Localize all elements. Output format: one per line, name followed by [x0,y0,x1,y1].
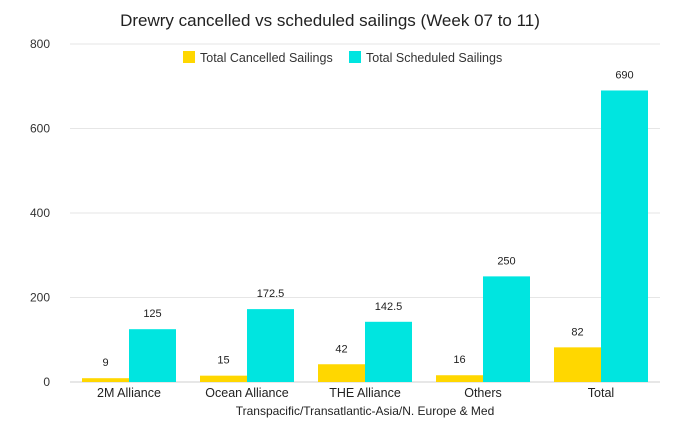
data-label: 42 [335,343,347,355]
legend-swatch-cancelled [183,51,195,63]
legend-label-scheduled: Total Scheduled Sailings [366,51,502,65]
y-tick-label: 200 [30,291,50,305]
data-label: 16 [453,354,465,366]
bar-cancelled-0 [82,378,129,382]
category-label: Ocean Alliance [205,386,288,400]
bar-scheduled-4 [601,90,648,382]
category-label: Total [588,386,614,400]
legend-swatch-scheduled [349,51,361,63]
bar-cancelled-1 [200,375,247,382]
legend: Total Cancelled Sailings Total Scheduled… [183,51,502,65]
bar-scheduled-3 [483,276,530,382]
data-label: 142.5 [375,301,403,313]
y-axis: 0 200 400 600 800 [30,37,50,389]
data-label: 690 [615,69,633,81]
y-tick-label: 600 [30,122,50,136]
data-label: 250 [497,255,515,267]
bar-scheduled-2 [365,321,412,382]
y-tick-label: 0 [43,375,50,389]
data-label: 15 [217,355,229,367]
y-tick-label: 400 [30,206,50,220]
bar-cancelled-2 [318,364,365,382]
data-label: 125 [143,308,161,320]
data-labels: 9 125 15 172.5 42 142.5 16 250 82 690 [102,69,633,369]
data-label: 82 [571,326,583,338]
y-tick-label: 800 [30,37,50,51]
bar-scheduled-0 [129,329,176,382]
legend-label-cancelled: Total Cancelled Sailings [200,51,333,65]
bars [82,90,648,382]
x-axis: 2M Alliance Ocean Alliance THE Alliance Oth… [97,386,614,400]
bar-scheduled-1 [247,309,294,382]
category-label: Others [464,386,502,400]
data-label: 172.5 [257,288,285,300]
bar-cancelled-4 [554,347,601,382]
bar-cancelled-3 [436,375,483,382]
category-label: 2M Alliance [97,386,161,400]
data-label: 9 [102,357,108,369]
category-label: THE Alliance [329,386,401,400]
chart-title: Drewry cancelled vs scheduled sailings (… [120,11,540,30]
x-axis-title: Transpacific/Transatlantic-Asia/N. Europ… [236,404,495,418]
